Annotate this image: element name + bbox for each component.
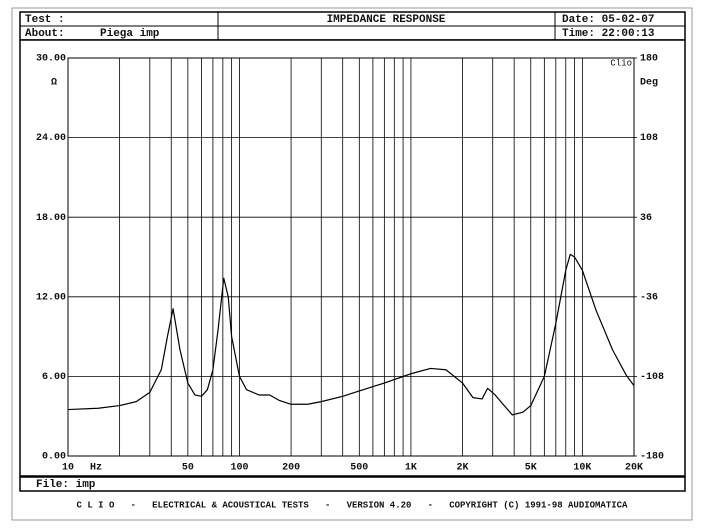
date: Date: 05-02-07 [562, 14, 654, 26]
y2-tick-label: 108 [640, 133, 658, 144]
y2-tick-label: -108 [640, 372, 664, 383]
x-tick-label: 5K [525, 463, 537, 474]
x-tick-label: 10K [573, 463, 591, 474]
x-tick-label: 10 [62, 463, 74, 474]
y2-tick-label: -36 [640, 292, 658, 303]
about-label: About: [25, 28, 65, 40]
y-tick-label: 6.00 [42, 372, 66, 383]
plot-area [67, 57, 635, 457]
impedance-line [67, 253, 635, 416]
y-tick-label: 12.00 [36, 292, 66, 303]
y2-unit: Deg [640, 78, 658, 89]
x-tick-label: 2K [457, 463, 469, 474]
y-tick-label: 18.00 [36, 213, 66, 224]
y-unit: Ω [51, 78, 57, 89]
y2-tick-label: -180 [640, 452, 664, 463]
x-unit: Hz [90, 463, 102, 474]
test-label: Test : [25, 14, 65, 26]
x-tick-label: 50 [182, 463, 194, 474]
banner: C L I O - ELECTRICAL & ACOUSTICAL TESTS … [77, 500, 628, 510]
x-tick-label: 500 [350, 463, 368, 474]
file-name: File: imp [36, 479, 96, 491]
y-tick-label: 0.00 [42, 452, 66, 463]
x-tick-label: 20K [625, 463, 643, 474]
chart-title: IMPEDANCE RESPONSE [327, 14, 446, 26]
about: Piega imp [100, 28, 160, 40]
x-tick-label: 100 [230, 463, 248, 474]
x-tick-label: 200 [282, 463, 300, 474]
y-tick-label: 30.00 [36, 54, 66, 65]
watermark: Clio [610, 58, 632, 68]
y2-tick-label: 36 [640, 213, 652, 224]
plot: 10 50 100 200 500 1K 2K 5K 10K 20K Hz 0.00 6.00 12.00… [36, 54, 664, 474]
y2-tick-label: 180 [640, 54, 658, 65]
time: Time: 22:00:13 [562, 28, 655, 40]
file-box [19, 476, 686, 492]
y-tick-label: 24.00 [36, 133, 66, 144]
x-tick-label: 1K [405, 463, 417, 474]
